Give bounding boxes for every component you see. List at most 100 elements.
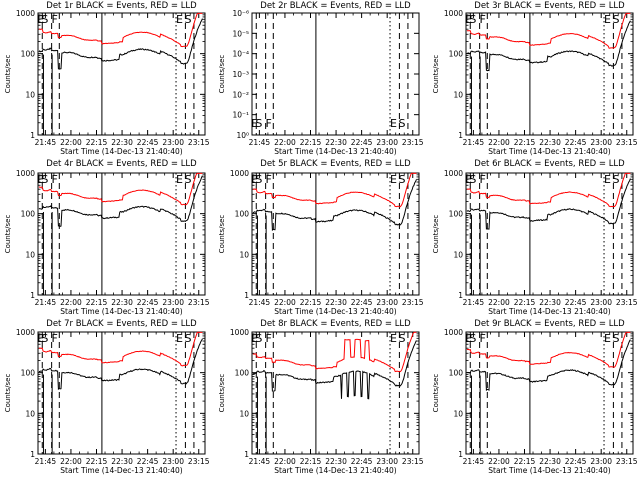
x-axis-label: Start Time (14-Dec-13 21:40:40) [274, 307, 396, 316]
series-line-red [466, 172, 631, 208]
x-tick-label: 22:00 [60, 457, 82, 466]
panel-title: Det 5r BLACK = Events, RED = LLD [260, 159, 411, 169]
y-tick-label: 1 [458, 131, 463, 140]
x-tick-label: 22:00 [488, 457, 510, 466]
x-tick-label: 23:00 [590, 298, 612, 307]
panel-title: Det 9r BLACK = Events, RED = LLD [474, 319, 625, 329]
y-tick-label: 1000 [230, 169, 249, 178]
x-tick-label: 23:00 [162, 138, 184, 147]
x-tick-label: 22:45 [137, 138, 159, 147]
y-tick-label: 100 [21, 50, 36, 59]
x-tick-label: 22:30 [325, 457, 347, 466]
y-tick-label: 10⁻² [232, 90, 249, 99]
y-axis-label: Counts/sec [432, 215, 440, 254]
plot-frame [37, 331, 206, 455]
y-tick-label: 10⁻¹ [232, 111, 249, 120]
x-tick-label: 22:15 [300, 457, 322, 466]
x-axis-label: Start Time (14-Dec-13 21:40:40) [60, 307, 182, 316]
y-axis-label: Counts/sec [4, 55, 12, 94]
y-axis-label: Counts/sec [4, 215, 12, 254]
y-axis-label: Counts/sec [432, 374, 440, 413]
x-axis-label: Start Time (14-Dec-13 21:40:40) [274, 466, 396, 475]
x-tick-label: 21:45 [463, 457, 485, 466]
x-tick-label: 21:45 [35, 298, 57, 307]
x-tick-label: 22:15 [514, 298, 536, 307]
plot-frame [37, 172, 206, 296]
series-line-red [466, 331, 631, 368]
series-line-black [252, 179, 417, 231]
time-marker-label: S [255, 117, 262, 130]
y-axis-label: Counts/sec [432, 55, 440, 94]
time-marker-label: E [604, 173, 611, 186]
y-tick-label: 1000 [16, 328, 35, 337]
panel-title: Det 2r BLACK = Events, RED = LLD [260, 1, 411, 11]
time-marker-label: F [52, 332, 58, 345]
time-marker-label: E [604, 332, 611, 345]
y-axis-label: Counts/sec [218, 55, 226, 94]
x-tick-label: 23:15 [402, 457, 424, 466]
y-tick-label: 10⁰ [236, 131, 249, 140]
plot-frame [37, 12, 206, 136]
x-tick-label: 22:15 [86, 457, 108, 466]
time-marker-label: F [480, 332, 486, 345]
x-tick-label: 21:45 [35, 138, 57, 147]
time-marker-label: F [52, 173, 58, 186]
x-tick-label: 23:15 [616, 298, 638, 307]
series-line-black [466, 339, 631, 392]
y-tick-label: 10 [25, 250, 35, 259]
time-marker-label: F [52, 13, 58, 26]
x-tick-label: 22:30 [325, 298, 347, 307]
time-marker-label: S [469, 13, 476, 26]
series-line-black [38, 175, 203, 227]
x-tick-label: 22:00 [60, 138, 82, 147]
x-tick-label: 22:00 [60, 298, 82, 307]
x-tick-label: 21:45 [249, 138, 271, 147]
x-tick-label: 21:45 [249, 298, 271, 307]
x-tick-label: 22:00 [488, 298, 510, 307]
x-tick-label: 23:00 [162, 457, 184, 466]
time-marker-label: E [251, 117, 258, 130]
x-tick-label: 22:15 [300, 298, 322, 307]
series-line-red [252, 172, 417, 208]
x-tick-label: 22:00 [274, 298, 296, 307]
x-tick-label: 22:00 [488, 138, 510, 147]
series-line-black [466, 20, 631, 72]
x-tick-label: 22:30 [111, 298, 133, 307]
y-tick-label: 1 [30, 291, 35, 300]
x-tick-label: 23:00 [376, 457, 398, 466]
panel-title: Det 6r BLACK = Events, RED = LLD [474, 159, 625, 169]
x-tick-label: 23:00 [376, 298, 398, 307]
time-marker-label: E [390, 173, 397, 186]
y-tick-label: 100 [235, 369, 250, 378]
time-marker-label: E [465, 173, 472, 186]
time-marker-label: E [604, 13, 611, 26]
x-tick-label: 22:15 [86, 298, 108, 307]
y-tick-label: 100 [449, 50, 464, 59]
panel-title: Det 8r BLACK = Events, RED = LLD [260, 319, 411, 329]
y-tick-label: 1000 [444, 9, 463, 18]
x-tick-label: 22:30 [111, 457, 133, 466]
time-marker-label: E [176, 332, 183, 345]
series-line-black [252, 340, 417, 400]
y-tick-label: 1 [30, 131, 35, 140]
y-tick-label: 100 [449, 210, 464, 219]
plot-frame [465, 12, 634, 136]
y-tick-label: 1000 [444, 328, 463, 337]
x-tick-label: 22:45 [565, 138, 587, 147]
y-tick-label: 10 [453, 409, 463, 418]
x-axis-label: Start Time (14-Dec-13 21:40:40) [60, 147, 182, 156]
x-tick-label: 23:00 [376, 138, 398, 147]
x-tick-label: 23:00 [590, 457, 612, 466]
y-tick-label: 1000 [16, 9, 35, 18]
time-marker-label: S [398, 117, 405, 130]
time-marker-label: F [480, 13, 486, 26]
panel-det-3: Det 3r BLACK = Events, RED = LLD Counts/s… [432, 1, 638, 156]
y-tick-label: 10⁻⁴ [232, 50, 249, 59]
time-marker-label: E [465, 332, 472, 345]
y-tick-label: 10⁻⁶ [232, 9, 249, 18]
panel-det-8: Det 8r BLACK = Events, RED = LLD Counts/s… [218, 319, 424, 475]
y-tick-label: 10⁻⁵ [232, 29, 249, 38]
x-axis-label: Start Time (14-Dec-13 21:40:40) [488, 307, 610, 316]
time-marker-label: S [41, 332, 48, 345]
time-marker-label: S [612, 13, 619, 26]
